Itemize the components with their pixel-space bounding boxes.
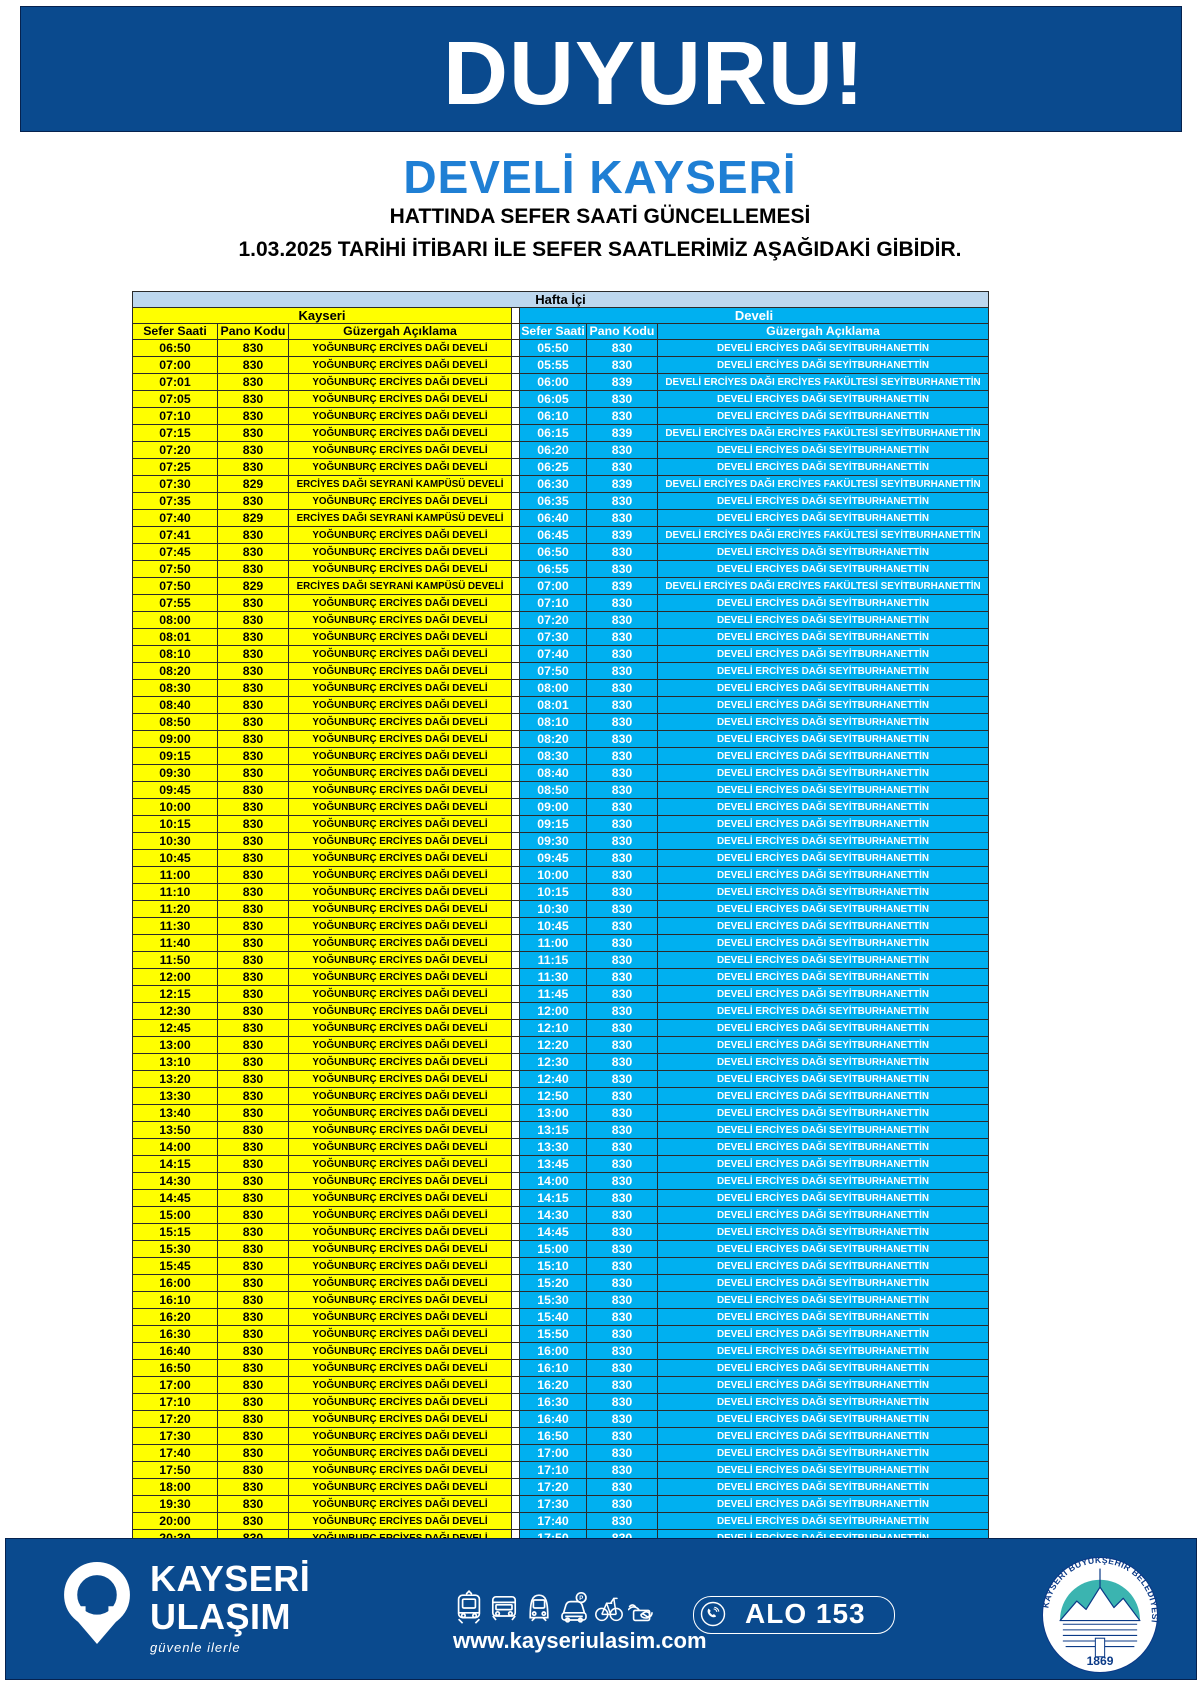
svg-text:1869: 1869 (1087, 1654, 1114, 1668)
svg-text:P: P (579, 1596, 583, 1602)
